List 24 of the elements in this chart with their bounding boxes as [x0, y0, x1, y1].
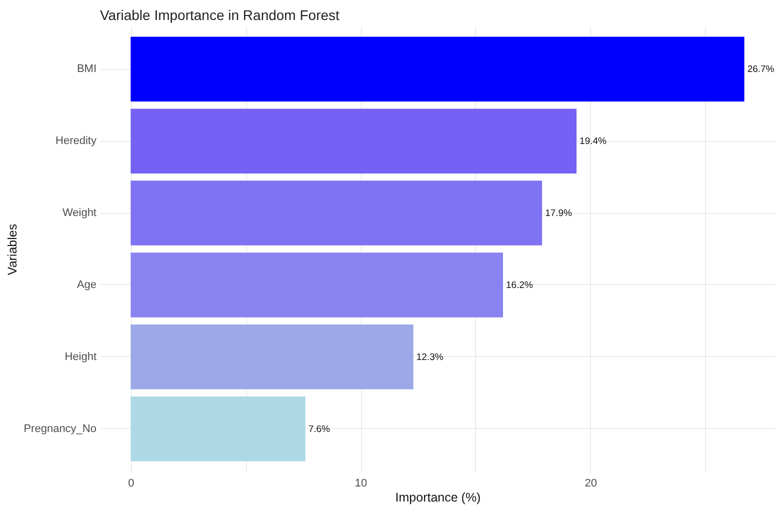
y-tick-label: Age: [76, 278, 96, 291]
x-tick-label: 10: [354, 478, 368, 490]
bar: [130, 108, 577, 174]
x-tick-label: 0: [128, 478, 134, 490]
y-axis-title: Variables: [6, 224, 20, 276]
data-label: 12.3%: [416, 352, 444, 363]
bar: [130, 36, 744, 102]
y-tick-label: BMI: [76, 63, 96, 76]
data-label: 16.2%: [506, 280, 534, 291]
data-label: 7.6%: [308, 424, 331, 435]
y-tick-label: Weight: [62, 207, 96, 220]
bar: [130, 324, 414, 390]
y-tick-label: Height: [64, 350, 96, 363]
bar: [130, 180, 542, 246]
y-tick-label: Heredity: [56, 135, 97, 148]
x-axis-title: Importance (%): [395, 490, 481, 504]
data-label: 17.9%: [545, 208, 573, 220]
x-tick-label: 20: [584, 478, 597, 490]
data-label: 26.7%: [747, 64, 775, 76]
y-tick-label: Pregnancy_No: [24, 422, 96, 435]
bar: [130, 252, 503, 318]
bar: [130, 396, 306, 462]
chart-title: Variable Importance in Random Forest: [100, 7, 340, 23]
data-label: 19.4%: [580, 136, 608, 148]
